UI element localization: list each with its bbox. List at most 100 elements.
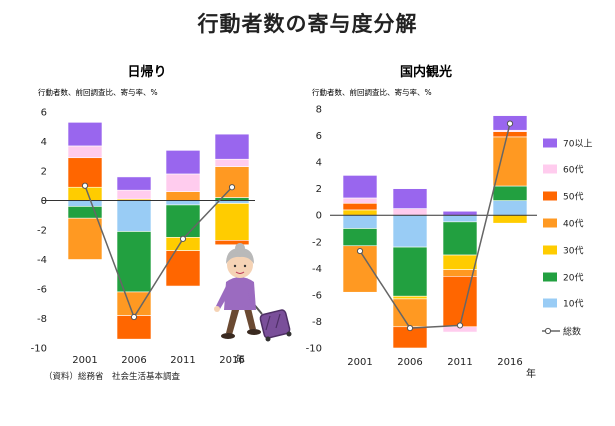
bar-segment bbox=[492, 131, 528, 138]
total-point bbox=[130, 313, 138, 321]
bar-segment bbox=[165, 173, 201, 192]
legend-swatch bbox=[543, 191, 557, 201]
bar-segment bbox=[67, 157, 103, 188]
legend-swatch bbox=[543, 138, 557, 148]
y-tick-label: -2 bbox=[312, 237, 322, 248]
y-tick-label: -4 bbox=[312, 264, 322, 275]
y-tick-label: -6 bbox=[37, 285, 47, 296]
y-tick-label: 6 bbox=[41, 108, 47, 119]
bar-segment bbox=[116, 200, 152, 232]
y-tick-label: -4 bbox=[37, 255, 47, 266]
bar-segment bbox=[442, 214, 478, 223]
bar-segment bbox=[165, 150, 201, 175]
x-tick-label: 2001 bbox=[72, 355, 97, 366]
bar-segment bbox=[165, 191, 201, 201]
bar-segment bbox=[442, 275, 478, 328]
total-line bbox=[84, 185, 233, 319]
bar-segment bbox=[442, 210, 478, 216]
bar-segment bbox=[116, 176, 152, 191]
total-point bbox=[456, 322, 464, 329]
bar-segment bbox=[67, 122, 103, 147]
legend-swatch bbox=[543, 218, 557, 228]
y-tick-label: 0 bbox=[41, 196, 47, 207]
legend-swatch bbox=[543, 164, 557, 174]
bar-segment bbox=[342, 209, 378, 216]
bar-segment bbox=[116, 231, 152, 293]
elderly-traveler-illustration bbox=[214, 243, 292, 342]
panel-title: 日帰り bbox=[127, 64, 166, 80]
y-tick-label: -6 bbox=[312, 290, 322, 301]
bar-segment bbox=[214, 203, 250, 241]
unit-label: 行動者数、前回調査比、寄与率、% bbox=[312, 87, 432, 97]
bar-segment bbox=[214, 133, 250, 160]
legend-label: 60代 bbox=[563, 165, 583, 176]
y-tick-label: 4 bbox=[316, 158, 322, 169]
bar-segment bbox=[67, 200, 103, 207]
x-tick-label: 2006 bbox=[397, 357, 422, 368]
y-tick-label: -2 bbox=[37, 226, 47, 237]
x-axis-label: 年 bbox=[526, 367, 536, 380]
bar-segment bbox=[492, 214, 528, 224]
total-point bbox=[506, 120, 514, 127]
legend-label: 40代 bbox=[563, 219, 583, 230]
y-tick-label: 6 bbox=[316, 131, 322, 142]
legend-label: 10代 bbox=[563, 299, 583, 310]
bar-segment bbox=[165, 200, 201, 206]
y-tick-label: 2 bbox=[316, 184, 322, 195]
bar-segment bbox=[165, 204, 201, 238]
total-point bbox=[228, 184, 236, 191]
y-tick-label: 4 bbox=[41, 137, 47, 148]
total-point bbox=[179, 235, 187, 242]
x-tick-label: 2016 bbox=[497, 357, 522, 368]
bar-segment bbox=[392, 295, 428, 300]
bar-segment bbox=[67, 145, 103, 159]
bar-segment bbox=[165, 250, 201, 287]
bar-segment bbox=[214, 240, 250, 246]
page-title: 行動者数の寄与度分解 bbox=[197, 12, 418, 36]
y-tick-label: -10 bbox=[31, 344, 47, 355]
legend-label: 20代 bbox=[563, 273, 583, 284]
bar-segment bbox=[492, 200, 528, 216]
y-tick-label: -8 bbox=[312, 317, 322, 328]
legend-label: 30代 bbox=[563, 246, 583, 257]
legend-swatch bbox=[543, 245, 557, 255]
bar-segment bbox=[342, 214, 378, 229]
y-tick-label: -10 bbox=[306, 344, 322, 355]
x-tick-label: 2011 bbox=[447, 357, 472, 368]
bar-segment bbox=[442, 254, 478, 270]
legend-marker-total bbox=[544, 327, 552, 335]
legend-label: 70以上 bbox=[563, 139, 592, 150]
legend-swatch bbox=[543, 298, 557, 308]
panel-title: 国内観光 bbox=[400, 64, 452, 80]
bar-segment bbox=[342, 175, 378, 199]
bar-segment bbox=[214, 166, 250, 198]
bar-segment bbox=[342, 197, 378, 204]
total-line bbox=[359, 123, 511, 329]
y-tick-label: 0 bbox=[316, 211, 322, 222]
bar-segment bbox=[392, 208, 428, 216]
x-tick-label: 2001 bbox=[347, 357, 372, 368]
total-point bbox=[81, 182, 89, 189]
bar-segment bbox=[67, 217, 103, 260]
unit-label: 行動者数、前回調査比、寄与率、% bbox=[38, 87, 158, 97]
bar-segment bbox=[442, 221, 478, 256]
bar-segment bbox=[492, 136, 528, 187]
total-point bbox=[406, 324, 414, 332]
bar-segment bbox=[492, 185, 528, 201]
legend-swatch bbox=[543, 272, 557, 282]
bar-segment bbox=[392, 246, 428, 297]
legend-label: 総数 bbox=[563, 326, 581, 338]
bar-segment bbox=[67, 186, 103, 201]
x-axis-label: 年 bbox=[235, 353, 245, 366]
bar-segment bbox=[342, 228, 378, 247]
y-tick-label: -8 bbox=[37, 314, 47, 325]
total-point bbox=[356, 247, 364, 255]
bar-segment bbox=[342, 202, 378, 211]
legend-label: 50代 bbox=[563, 192, 583, 203]
bar-segment bbox=[392, 188, 428, 209]
bar-segment bbox=[214, 158, 250, 167]
x-tick-label: 2006 bbox=[121, 355, 146, 366]
